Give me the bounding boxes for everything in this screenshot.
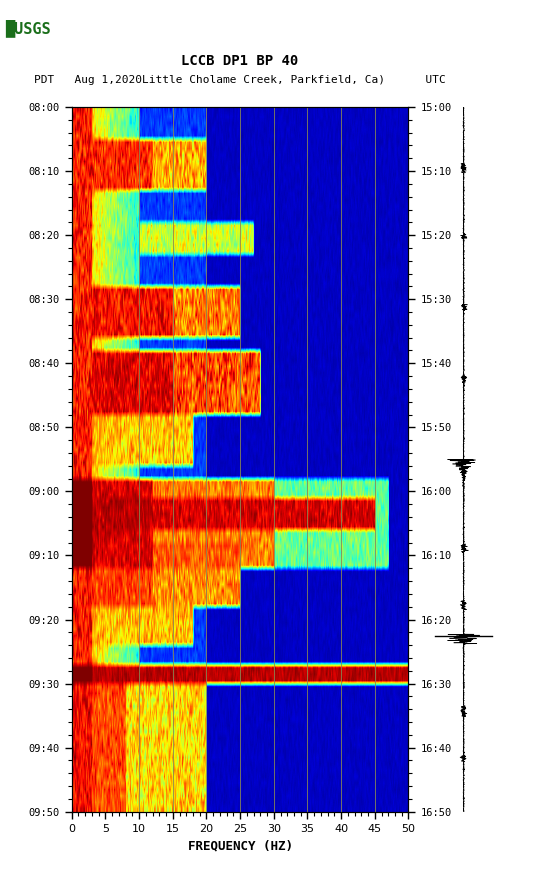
Text: █USGS: █USGS: [6, 20, 51, 37]
Text: PDT   Aug 1,2020Little Cholame Creek, Parkfield, Ca)      UTC: PDT Aug 1,2020Little Cholame Creek, Park…: [34, 75, 446, 86]
X-axis label: FREQUENCY (HZ): FREQUENCY (HZ): [188, 839, 293, 852]
Text: LCCB DP1 BP 40: LCCB DP1 BP 40: [182, 54, 299, 68]
